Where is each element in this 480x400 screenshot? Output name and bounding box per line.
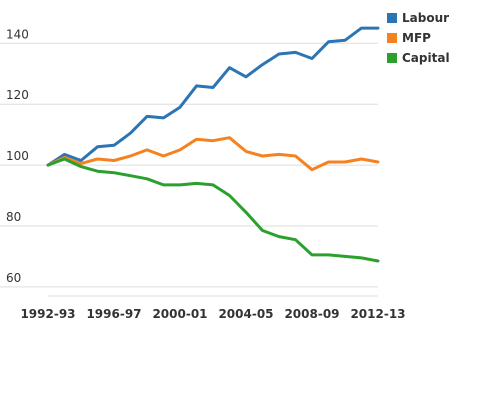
x-tick-label: 1996-97 — [86, 307, 141, 321]
series-line-capital — [46, 157, 380, 263]
series-lines — [46, 26, 380, 263]
series-line-labour — [46, 26, 380, 167]
legend-swatch-labour — [387, 13, 397, 23]
legend-swatch-capital — [387, 53, 397, 63]
y-tick-label: 60 — [6, 271, 21, 285]
x-tick-label: 2000-01 — [152, 307, 207, 321]
y-tick-label: 140 — [6, 27, 29, 41]
gridlines — [0, 42, 378, 297]
y-tick-label: 120 — [6, 88, 29, 102]
y-tick-label: 80 — [6, 210, 21, 224]
x-tick-label: 1992-93 — [20, 307, 75, 321]
x-tick-label: 2012-13 — [350, 307, 405, 321]
x-tick-label: 2008-09 — [284, 307, 339, 321]
legend-swatch-mfp — [387, 33, 397, 43]
legend: Labour MFP Capital — [387, 11, 450, 65]
legend-label-capital: Capital — [402, 51, 450, 65]
series-line-mfp — [46, 136, 380, 172]
x-axis: 1992-93 1996-97 2000-01 2004-05 2008-09 2012-… — [20, 307, 405, 321]
y-tick-label: 100 — [6, 149, 29, 163]
legend-label-labour: Labour — [402, 11, 449, 25]
x-tick-label: 2004-05 — [218, 307, 273, 321]
legend-label-mfp: MFP — [402, 31, 431, 45]
y-axis: 60 80 100 120 140 — [6, 27, 29, 285]
